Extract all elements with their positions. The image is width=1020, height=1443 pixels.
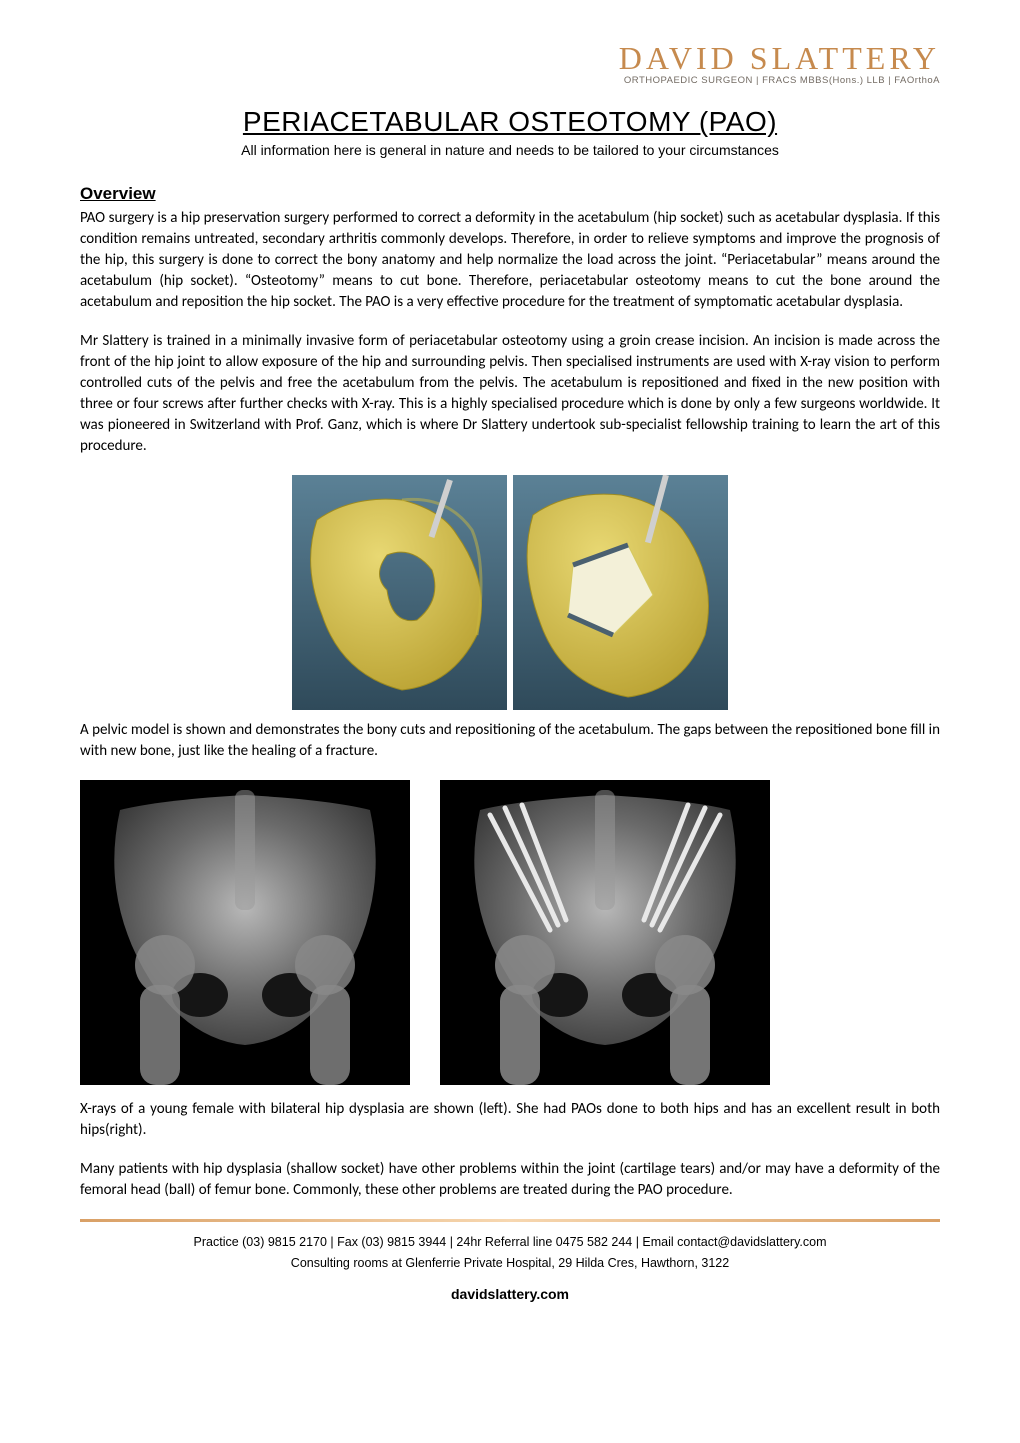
overview-paragraph-1: PAO surgery is a hip preservation surger…	[80, 208, 940, 313]
pelvic-model-image-right	[513, 475, 728, 710]
pelvic-model-caption: A pelvic model is shown and demonstrates…	[80, 720, 940, 762]
footer-contact-line: Practice (03) 9815 2170 | Fax (03) 9815 …	[80, 1232, 940, 1253]
page-title: PERIACETABULAR OSTEOTOMY (PAO)	[80, 106, 940, 138]
section-heading-overview: Overview	[80, 184, 940, 204]
xray-caption: X-rays of a young female with bilateral …	[80, 1099, 940, 1141]
closing-paragraph: Many patients with hip dysplasia (shallo…	[80, 1159, 940, 1201]
brand-name: DAVID SLATTERY	[80, 40, 940, 77]
header: DAVID SLATTERY ORTHOPAEDIC SURGEON | FRA…	[80, 40, 940, 86]
footer-divider	[80, 1219, 940, 1222]
page-subtitle: All information here is general in natur…	[80, 142, 940, 158]
xray-figure	[80, 780, 940, 1085]
xray-image-post	[440, 780, 770, 1085]
overview-paragraph-2: Mr Slattery is trained in a minimally in…	[80, 331, 940, 457]
footer-address-line: Consulting rooms at Glenferrie Private H…	[80, 1253, 940, 1274]
footer-website: davidslattery.com	[80, 1283, 940, 1307]
brand-tagline: ORTHOPAEDIC SURGEON | FRACS MBBS(Hons.) …	[80, 75, 940, 86]
document-page: DAVID SLATTERY ORTHOPAEDIC SURGEON | FRA…	[0, 0, 1020, 1336]
pelvic-model-image-left	[292, 475, 507, 710]
footer: Practice (03) 9815 2170 | Fax (03) 9815 …	[80, 1232, 940, 1306]
pelvic-model-figure	[80, 475, 940, 710]
xray-image-pre	[80, 780, 410, 1085]
